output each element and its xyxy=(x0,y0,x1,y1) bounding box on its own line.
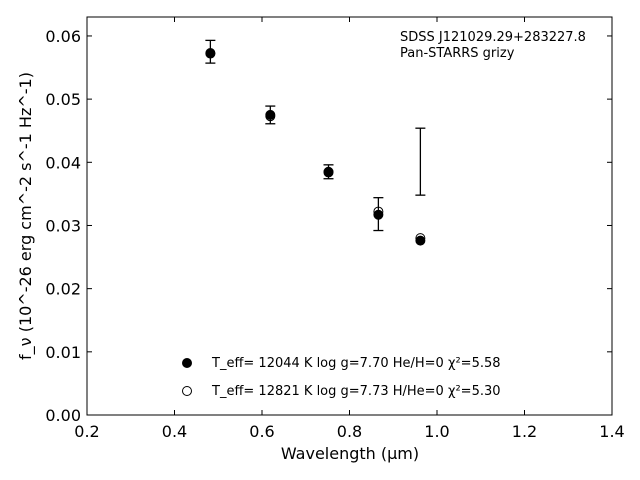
x-tick-label: 0.2 xyxy=(74,422,99,441)
y-axis-label: f_ν (10^-26 erg cm^-2 s^-1 Hz^-1) xyxy=(16,72,36,360)
y-tick-label: 0.04 xyxy=(45,153,81,172)
x-tick-label: 0.4 xyxy=(162,422,187,441)
model-point-db xyxy=(373,206,384,217)
model-point-db xyxy=(415,233,426,244)
legend-label-1: T_eff= 12044 K log g=7.70 He/H=0 χ²=5.58 xyxy=(211,356,501,371)
x-tick-label: 1.2 xyxy=(512,422,537,441)
axis-ticks: 0.2 0.4 0.6 0.8 1.0 1.2 1.4 0.00 0.01 0.02 0.03 0.0… xyxy=(45,17,625,441)
y-tick-label: 0.02 xyxy=(45,280,81,299)
model-point-db xyxy=(265,111,276,122)
legend: T_eff= 12044 K log g=7.70 He/H=0 χ²=5.58… xyxy=(182,356,501,399)
legend-marker-filled xyxy=(182,358,192,368)
error-bars xyxy=(205,39,426,232)
y-tick-label: 0.00 xyxy=(45,406,81,425)
annotation-line-1: SDSS J121029.29+283227.8 xyxy=(400,30,586,45)
legend-label-2: T_eff= 12821 K log g=7.73 H/He=0 χ²=5.30 xyxy=(211,384,501,399)
y-tick-label: 0.05 xyxy=(45,90,81,109)
y-tick-label: 0.01 xyxy=(45,343,81,362)
model-point-db xyxy=(205,48,216,59)
x-tick-label: 0.6 xyxy=(249,422,274,441)
y-tick-label: 0.03 xyxy=(45,216,81,235)
model-point-db xyxy=(323,167,334,178)
model-point-da xyxy=(373,209,384,220)
x-tick-label: 1.4 xyxy=(599,422,624,441)
x-tick-label: 0.8 xyxy=(337,422,362,441)
legend-marker-open xyxy=(182,386,192,396)
x-axis-label: Wavelength (μm) xyxy=(281,444,419,463)
y-tick-label: 0.06 xyxy=(45,27,81,46)
data-points xyxy=(205,48,426,246)
x-tick-label: 1.0 xyxy=(424,422,449,441)
model-point-da xyxy=(415,235,426,246)
annotation-line-2: Pan-STARRS grizy xyxy=(400,46,515,61)
